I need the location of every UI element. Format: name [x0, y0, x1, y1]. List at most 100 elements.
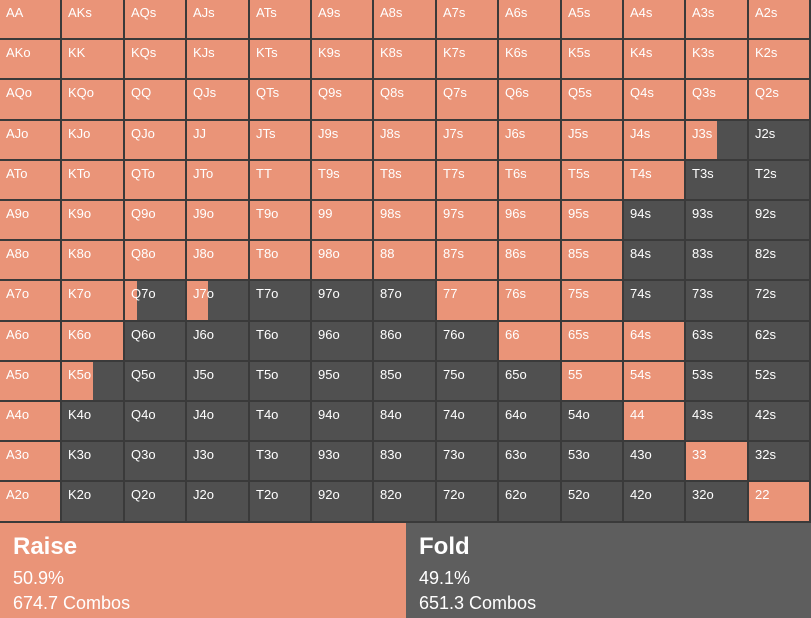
hand-cell-66[interactable]: 66 [499, 322, 560, 360]
hand-cell-J2o[interactable]: J2o [187, 482, 248, 521]
hand-cell-Q6o[interactable]: Q6o [125, 322, 185, 360]
hand-cell-AQo[interactable]: AQo [0, 80, 60, 119]
hand-cell-92o[interactable]: 92o [312, 482, 372, 521]
hand-cell-74s[interactable]: 74s [624, 281, 684, 320]
hand-cell-AKs[interactable]: AKs [62, 0, 123, 38]
hand-cell-T8o[interactable]: T8o [250, 241, 310, 279]
hand-cell-A7s[interactable]: A7s [437, 0, 497, 38]
hand-cell-K2o[interactable]: K2o [62, 482, 123, 521]
hand-cell-KTs[interactable]: KTs [250, 40, 310, 78]
hand-cell-T5o[interactable]: T5o [250, 362, 310, 400]
hand-cell-A3o[interactable]: A3o [0, 442, 60, 480]
hand-cell-KQo[interactable]: KQo [62, 80, 123, 119]
hand-cell-84o[interactable]: 84o [374, 402, 435, 440]
hand-cell-93o[interactable]: 93o [312, 442, 372, 480]
hand-cell-87s[interactable]: 87s [437, 241, 497, 279]
hand-cell-Q3s[interactable]: Q3s [686, 80, 747, 119]
hand-cell-94s[interactable]: 94s [624, 201, 684, 239]
hand-cell-JTo[interactable]: JTo [187, 161, 248, 199]
hand-cell-Q9o[interactable]: Q9o [125, 201, 185, 239]
hand-cell-J3o[interactable]: J3o [187, 442, 248, 480]
hand-cell-96o[interactable]: 96o [312, 322, 372, 360]
hand-cell-Q4o[interactable]: Q4o [125, 402, 185, 440]
hand-cell-QQ[interactable]: QQ [125, 80, 185, 119]
hand-cell-T2s[interactable]: T2s [749, 161, 809, 199]
hand-cell-AKo[interactable]: AKo [0, 40, 60, 78]
hand-cell-J7s[interactable]: J7s [437, 121, 497, 159]
hand-cell-QJs[interactable]: QJs [187, 80, 248, 119]
hand-cell-AJs[interactable]: AJs [187, 0, 248, 38]
hand-cell-A8s[interactable]: A8s [374, 0, 435, 38]
hand-cell-Q7o[interactable]: Q7o [125, 281, 185, 320]
hand-cell-K3o[interactable]: K3o [62, 442, 123, 480]
hand-cell-K9s[interactable]: K9s [312, 40, 372, 78]
hand-cell-K6o[interactable]: K6o [62, 322, 123, 360]
hand-cell-ATs[interactable]: ATs [250, 0, 310, 38]
hand-cell-76s[interactable]: 76s [499, 281, 560, 320]
hand-cell-87o[interactable]: 87o [374, 281, 435, 320]
hand-cell-A6o[interactable]: A6o [0, 322, 60, 360]
hand-cell-82s[interactable]: 82s [749, 241, 809, 279]
hand-cell-86s[interactable]: 86s [499, 241, 560, 279]
hand-cell-Q7s[interactable]: Q7s [437, 80, 497, 119]
hand-cell-55[interactable]: 55 [562, 362, 622, 400]
hand-cell-AA[interactable]: AA [0, 0, 60, 38]
hand-cell-83s[interactable]: 83s [686, 241, 747, 279]
hand-cell-53o[interactable]: 53o [562, 442, 622, 480]
hand-cell-86o[interactable]: 86o [374, 322, 435, 360]
hand-cell-62o[interactable]: 62o [499, 482, 560, 521]
hand-cell-Q3o[interactable]: Q3o [125, 442, 185, 480]
hand-cell-72o[interactable]: 72o [437, 482, 497, 521]
hand-cell-53s[interactable]: 53s [686, 362, 747, 400]
hand-cell-T4o[interactable]: T4o [250, 402, 310, 440]
hand-cell-K5o[interactable]: K5o [62, 362, 123, 400]
hand-cell-A5s[interactable]: A5s [562, 0, 622, 38]
hand-cell-J9o[interactable]: J9o [187, 201, 248, 239]
hand-cell-KQs[interactable]: KQs [125, 40, 185, 78]
hand-cell-A4s[interactable]: A4s [624, 0, 684, 38]
hand-cell-64s[interactable]: 64s [624, 322, 684, 360]
hand-cell-97o[interactable]: 97o [312, 281, 372, 320]
hand-cell-T6o[interactable]: T6o [250, 322, 310, 360]
hand-cell-KTo[interactable]: KTo [62, 161, 123, 199]
hand-cell-J8o[interactable]: J8o [187, 241, 248, 279]
hand-cell-63o[interactable]: 63o [499, 442, 560, 480]
hand-cell-T4s[interactable]: T4s [624, 161, 684, 199]
hand-cell-75o[interactable]: 75o [437, 362, 497, 400]
hand-cell-65s[interactable]: 65s [562, 322, 622, 360]
hand-cell-54o[interactable]: 54o [562, 402, 622, 440]
hand-cell-Q2s[interactable]: Q2s [749, 80, 809, 119]
hand-cell-98s[interactable]: 98s [374, 201, 435, 239]
hand-cell-96s[interactable]: 96s [499, 201, 560, 239]
hand-cell-A5o[interactable]: A5o [0, 362, 60, 400]
hand-cell-Q5s[interactable]: Q5s [562, 80, 622, 119]
hand-cell-97s[interactable]: 97s [437, 201, 497, 239]
hand-cell-J7o[interactable]: J7o [187, 281, 248, 320]
hand-cell-KK[interactable]: KK [62, 40, 123, 78]
hand-cell-QTo[interactable]: QTo [125, 161, 185, 199]
hand-cell-43o[interactable]: 43o [624, 442, 684, 480]
hand-cell-ATo[interactable]: ATo [0, 161, 60, 199]
hand-cell-43s[interactable]: 43s [686, 402, 747, 440]
hand-cell-J6o[interactable]: J6o [187, 322, 248, 360]
hand-cell-QJo[interactable]: QJo [125, 121, 185, 159]
hand-cell-64o[interactable]: 64o [499, 402, 560, 440]
hand-cell-85o[interactable]: 85o [374, 362, 435, 400]
hand-cell-K8o[interactable]: K8o [62, 241, 123, 279]
hand-cell-J5s[interactable]: J5s [562, 121, 622, 159]
hand-cell-33[interactable]: 33 [686, 442, 747, 480]
hand-cell-KJs[interactable]: KJs [187, 40, 248, 78]
hand-cell-32o[interactable]: 32o [686, 482, 747, 521]
hand-cell-K2s[interactable]: K2s [749, 40, 809, 78]
hand-cell-77[interactable]: 77 [437, 281, 497, 320]
hand-cell-A2o[interactable]: A2o [0, 482, 60, 521]
hand-cell-AQs[interactable]: AQs [125, 0, 185, 38]
hand-cell-J2s[interactable]: J2s [749, 121, 809, 159]
hand-cell-93s[interactable]: 93s [686, 201, 747, 239]
hand-cell-Q6s[interactable]: Q6s [499, 80, 560, 119]
hand-cell-94o[interactable]: 94o [312, 402, 372, 440]
hand-cell-J9s[interactable]: J9s [312, 121, 372, 159]
hand-cell-85s[interactable]: 85s [562, 241, 622, 279]
hand-cell-T3o[interactable]: T3o [250, 442, 310, 480]
hand-cell-Q9s[interactable]: Q9s [312, 80, 372, 119]
